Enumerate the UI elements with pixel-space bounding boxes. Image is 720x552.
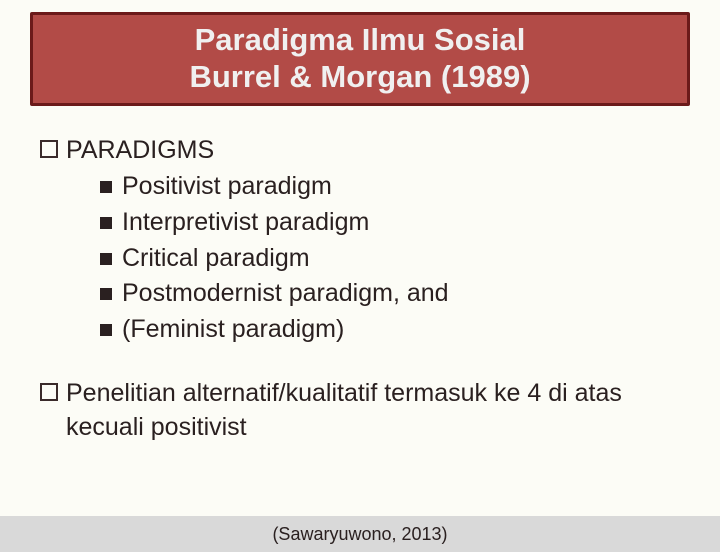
sub-list-item: (Feminist paradigm) — [100, 313, 680, 347]
sub-list-item: Postmodernist paradigm, and — [100, 277, 680, 311]
citation-bar: (Sawaryuwono, 2013) — [0, 516, 720, 552]
sub-list-item: Positivist paradigm — [100, 170, 680, 204]
title-line-1: Paradigma Ilmu Sosial — [43, 21, 677, 58]
sub-list: Positivist paradigm Interpretivist parad… — [100, 170, 680, 347]
sub-list-item-text: Interpretivist paradigm — [122, 206, 369, 240]
list-item-text: PARADIGMS — [66, 134, 214, 168]
sub-list-item-text: Positivist paradigm — [122, 170, 332, 204]
title-box: Paradigma Ilmu Sosial Burrel & Morgan (1… — [30, 12, 690, 106]
square-bullet-icon — [100, 288, 112, 300]
checkbox-bullet-icon — [40, 140, 58, 158]
list-item: PARADIGMS — [40, 134, 680, 168]
square-bullet-icon — [100, 217, 112, 229]
sub-list-item-text: Critical paradigm — [122, 242, 310, 276]
list-item: Penelitian alternatif/kualitatif termasu… — [40, 377, 680, 445]
checkbox-bullet-icon — [40, 383, 58, 401]
sub-list-item-text: (Feminist paradigm) — [122, 313, 344, 347]
square-bullet-icon — [100, 181, 112, 193]
sub-list-item-text: Postmodernist paradigm, and — [122, 277, 449, 311]
square-bullet-icon — [100, 253, 112, 265]
citation-text: (Sawaryuwono, 2013) — [272, 524, 447, 544]
content-area: PARADIGMS Positivist paradigm Interpreti… — [0, 106, 720, 444]
sub-list-item: Interpretivist paradigm — [100, 206, 680, 240]
sub-list-item: Critical paradigm — [100, 242, 680, 276]
title-line-2: Burrel & Morgan (1989) — [43, 58, 677, 95]
list-item-text: Penelitian alternatif/kualitatif termasu… — [66, 377, 680, 445]
square-bullet-icon — [100, 324, 112, 336]
